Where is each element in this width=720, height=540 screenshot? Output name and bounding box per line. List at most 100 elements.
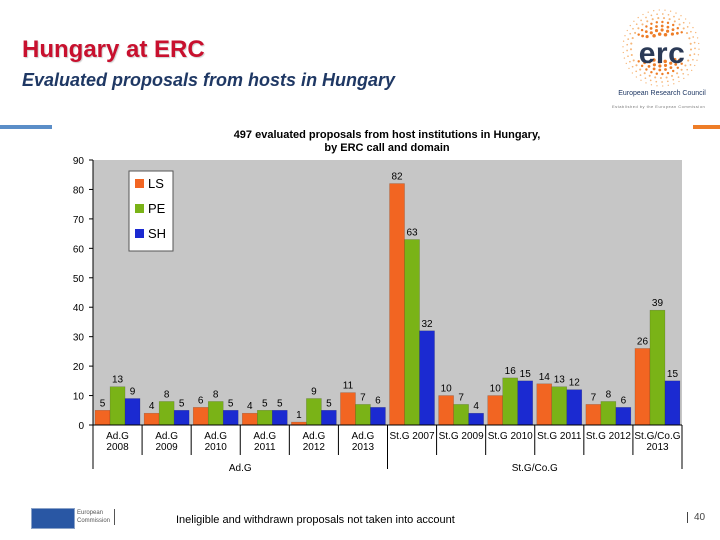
- logo-dot: [661, 13, 664, 15]
- plot-area: [93, 160, 682, 425]
- logo-dot: [671, 23, 675, 27]
- logo-dot: [655, 25, 658, 28]
- logo-dot: [635, 64, 638, 67]
- logo-dot: [641, 23, 644, 26]
- logo-dot: [645, 25, 648, 28]
- bar-sh: [173, 410, 190, 426]
- logo-dot: [685, 32, 689, 35]
- bar-pe: [502, 377, 518, 426]
- erc-logo-text: erc: [638, 37, 686, 70]
- y-tick-label: 60: [73, 244, 85, 255]
- logo-dot: [676, 66, 680, 70]
- logo-dot: [693, 53, 696, 55]
- logo-dot: [628, 67, 630, 70]
- legend-swatch-pe: [135, 204, 144, 213]
- logo-dot: [622, 40, 625, 42]
- logo-dot: [645, 68, 648, 71]
- logo-dot: [690, 30, 692, 33]
- y-tick-label: 90: [73, 156, 85, 167]
- logo-dot: [669, 66, 673, 69]
- bar-ls: [438, 395, 454, 426]
- logo-dot: [637, 33, 640, 36]
- legend-label: LS: [148, 176, 164, 191]
- logo-dot: [658, 64, 662, 68]
- erc-logo-name: European Research Council: [618, 90, 706, 97]
- logo-dot: [658, 68, 662, 72]
- x-axis: Ad.G2008Ad.G2009Ad.G2010Ad.G2011Ad.G2012…: [92, 424, 683, 474]
- data-label: 82: [391, 172, 403, 183]
- legend: LS PE SH: [128, 170, 174, 252]
- logo-dot: [642, 13, 644, 16]
- data-label: 7: [591, 392, 597, 403]
- logo-dot: [667, 84, 669, 86]
- bar-sh: [370, 407, 386, 426]
- data-label: 5: [326, 398, 332, 409]
- logo-dot: [645, 82, 647, 84]
- bar-pe: [551, 386, 568, 426]
- logo-dot: [678, 23, 681, 26]
- logo-dot: [629, 24, 631, 27]
- logo-dot: [656, 85, 658, 87]
- logo-dot: [623, 57, 626, 59]
- logo-dot: [645, 16, 647, 19]
- data-label: 7: [458, 392, 464, 403]
- bar-ls: [585, 404, 602, 426]
- page-number: 40: [687, 512, 705, 523]
- chart-svg: 497 evaluated proposals from host instit…: [55, 117, 693, 477]
- logo-dot: [698, 48, 700, 50]
- logo-dot: [694, 47, 696, 50]
- logo-dot: [666, 80, 669, 83]
- data-label: 6: [198, 395, 204, 406]
- logo-dot: [632, 59, 635, 62]
- logo-dot: [662, 85, 664, 87]
- ec-logo-line-1: European: [77, 510, 104, 516]
- data-label: 13: [554, 375, 566, 386]
- x-tick-label: 2008: [106, 442, 129, 453]
- logo-dot: [688, 22, 691, 24]
- logo-dot: [657, 32, 662, 36]
- x-tick-label: Ad.G: [155, 431, 178, 442]
- logo-dot: [652, 34, 656, 38]
- logo-dot: [661, 72, 664, 76]
- logo-dot: [696, 59, 698, 61]
- logo-dot: [656, 13, 658, 16]
- logo-dot: [633, 20, 635, 22]
- logo-dot: [643, 61, 646, 65]
- slide-subtitle: Evaluated proposals from hosts in Hungar…: [22, 70, 396, 90]
- data-label: 32: [421, 319, 433, 330]
- bar-pe: [109, 386, 126, 426]
- eu-flag-icon: [31, 508, 75, 529]
- data-label: 11: [343, 381, 354, 392]
- logo-dot: [626, 49, 628, 52]
- logo-dot: [640, 28, 644, 32]
- x-tick-label: Ad.G: [204, 431, 227, 442]
- logo-dot: [626, 29, 628, 32]
- logo-dot: [631, 37, 634, 40]
- logo-dot: [630, 53, 633, 57]
- logo-dot: [629, 32, 632, 35]
- logo-dot: [622, 51, 624, 54]
- bar-sh: [124, 398, 141, 426]
- data-label: 9: [311, 387, 317, 398]
- ec-logo-text: European Commission: [77, 509, 116, 525]
- logo-dot: [660, 24, 664, 28]
- y-tick-label: 40: [73, 303, 85, 314]
- data-label: 5: [100, 398, 106, 409]
- x-tick-label: 2010: [205, 442, 228, 453]
- data-label: 26: [637, 336, 649, 347]
- bar-sh: [615, 407, 632, 426]
- bar-ls: [634, 348, 651, 426]
- logo-dot: [682, 72, 685, 75]
- data-label: 39: [652, 298, 664, 309]
- logo-dot: [629, 48, 633, 51]
- data-label: 5: [228, 398, 234, 409]
- logo-dot: [663, 63, 668, 67]
- logo-dot: [644, 30, 648, 33]
- logo-dot: [676, 72, 679, 75]
- logo-dot: [661, 81, 663, 83]
- logo-dot: [665, 76, 668, 79]
- x-tick-label: Ad.G: [302, 431, 325, 442]
- logo-dot: [639, 68, 642, 71]
- logo-dot: [652, 67, 656, 71]
- data-label: 10: [441, 384, 453, 395]
